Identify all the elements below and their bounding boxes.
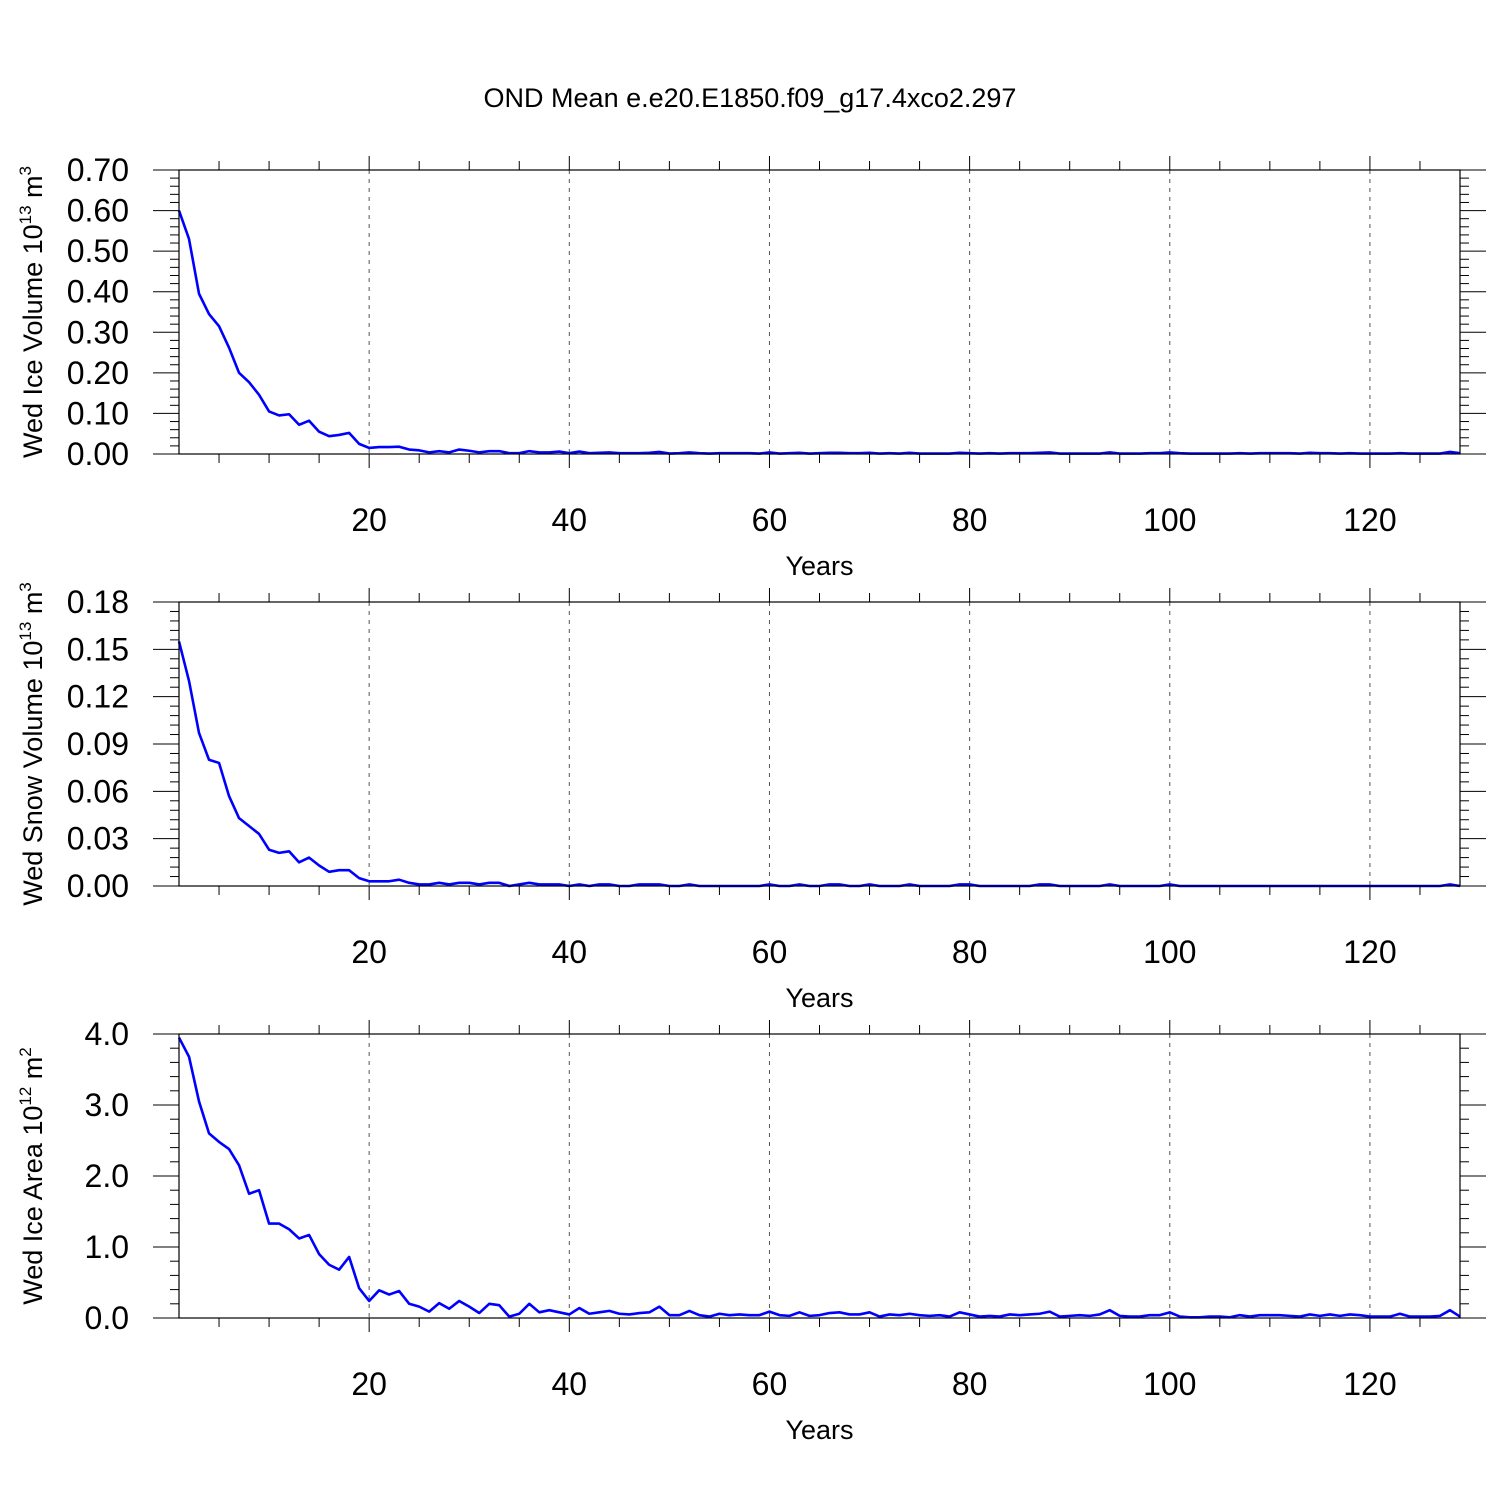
x-tick-label: 20 (351, 1366, 387, 1402)
y-axis-label-exponent: 12 (16, 1087, 35, 1106)
series-line (177, 210, 1461, 455)
x-tick-label: 40 (552, 934, 588, 970)
y-axis-label-main: Wed Snow Volume 10 (18, 641, 48, 906)
y-tick-label: 0.30 (67, 314, 129, 350)
y-tick-label: 0.20 (67, 355, 129, 391)
y-axis-label: Wed Snow Volume 1013 m3 (16, 582, 48, 906)
x-tick-label: 80 (952, 502, 988, 538)
plot-frame (178, 1033, 1461, 1319)
x-tick-label: 80 (952, 1366, 988, 1402)
x-tick-label: 60 (752, 1366, 788, 1402)
x-tick-label: 20 (351, 502, 387, 538)
series-line (177, 1036, 1461, 1319)
y-tick-label: 0.0 (85, 1300, 129, 1336)
y-tick-label: 0.50 (67, 233, 129, 269)
y-tick-label: 3.0 (85, 1087, 129, 1123)
x-tick-label: 100 (1143, 934, 1196, 970)
y-tick-label: 0.03 (67, 821, 129, 857)
y-axis-label-unit-exponent: 3 (16, 166, 35, 175)
x-tick-label: 120 (1343, 1366, 1396, 1402)
y-tick-label: 1.0 (85, 1229, 129, 1265)
y-axis-label-main: Wed Ice Volume 10 (18, 224, 48, 458)
panel-ice-area: 20 40 60 80 100 120 0.0 1.0 2.0 3.0 4.0 Years Wed Ic… (16, 1016, 1486, 1445)
x-axis-label: Years (785, 983, 853, 1013)
y-axis-label-exponent: 13 (16, 622, 35, 641)
series-line (177, 641, 1461, 888)
y-axis-label: Wed Ice Volume 1013 m3 (16, 166, 48, 458)
x-tick-label: 100 (1143, 502, 1196, 538)
y-tick-label: 2.0 (85, 1158, 129, 1194)
y-tick-label: 0.12 (67, 679, 129, 715)
y-tick-label: 0.00 (67, 868, 129, 904)
plot-frame (178, 601, 1461, 887)
y-axis-label-unit: m (18, 1057, 48, 1087)
y-tick-label: 0.06 (67, 773, 129, 809)
y-tick-label: 0.15 (67, 631, 129, 667)
x-tick-label: 100 (1143, 1366, 1196, 1402)
y-tick-label: 0.00 (67, 436, 129, 472)
y-tick-label: 0.09 (67, 726, 129, 762)
x-tick-label: 20 (351, 934, 387, 970)
x-tick-label: 60 (752, 934, 788, 970)
y-axis-label-unit: m (18, 175, 48, 205)
x-tick-label: 120 (1343, 502, 1396, 538)
x-tick-label: 40 (552, 502, 588, 538)
y-tick-label: 0.40 (67, 274, 129, 310)
x-axis-label: Years (785, 1415, 853, 1445)
y-axis-label-main: Wed Ice Area 10 (18, 1106, 48, 1305)
y-tick-label: 0.70 (67, 152, 129, 188)
x-axis-label: Years (785, 551, 853, 581)
y-axis-label-unit-exponent: 3 (16, 582, 35, 591)
figure-title: OND Mean e.e20.E1850.f09_g17.4xco2.297 (484, 83, 1017, 113)
panel-snow-volume: 20 40 60 80 100 120 0.00 0.03 0.06 0.09 0.12 0.15 0.… (16, 582, 1486, 1013)
y-axis-label-unit: m (18, 592, 48, 622)
y-tick-label: 4.0 (85, 1016, 129, 1052)
plot-frame (178, 169, 1461, 455)
x-tick-label: 80 (952, 934, 988, 970)
x-tick-label: 120 (1343, 934, 1396, 970)
y-tick-label: 0.10 (67, 395, 129, 431)
x-tick-label: 60 (752, 502, 788, 538)
panel-ice-volume: 20 40 60 80 100 120 0.00 0.10 0.20 0.30 0.40 0.50 0.… (16, 152, 1486, 581)
y-tick-label: 0.60 (67, 193, 129, 229)
y-tick-label: 0.18 (67, 584, 129, 620)
x-tick-label: 40 (552, 1366, 588, 1402)
y-axis-label: Wed Ice Area 1012 m2 (16, 1047, 48, 1305)
y-axis-label-exponent: 13 (16, 205, 35, 224)
y-axis-label-unit-exponent: 2 (16, 1047, 35, 1056)
